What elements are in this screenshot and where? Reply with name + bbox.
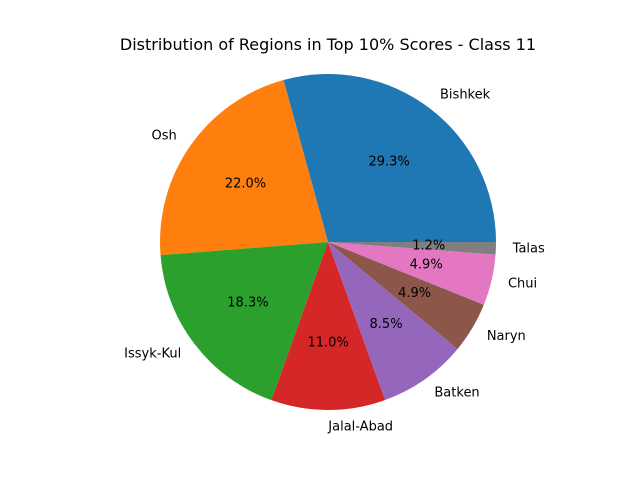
pie-slice-batken bbox=[328, 242, 458, 400]
percent-label-issyk-kul: 18.3% bbox=[227, 296, 268, 311]
percent-label-jalal-abad: 11.0% bbox=[308, 335, 349, 350]
percent-label-chui: 4.9% bbox=[410, 257, 443, 272]
slice-label-osh: Osh bbox=[151, 128, 176, 143]
pie-slices bbox=[160, 74, 496, 410]
percent-label-bishkek: 29.3% bbox=[368, 154, 409, 169]
pie-slice-chui bbox=[328, 242, 496, 305]
pie-slice-talas bbox=[328, 242, 496, 255]
slice-label-batken: Batken bbox=[434, 386, 479, 401]
percent-label-talas: 1.2% bbox=[412, 238, 445, 253]
percent-label-osh: 22.0% bbox=[225, 177, 266, 192]
percent-labels: 29.3% 22.0% 18.3% 11.0% 8.5% 4.9% 4.9% 1.2% bbox=[225, 154, 445, 350]
slice-label-naryn: Naryn bbox=[487, 329, 526, 344]
pie-slice-jalal-abad bbox=[271, 242, 386, 410]
pie-slice-bishkek bbox=[283, 74, 496, 242]
slice-label-talas: Talas bbox=[512, 241, 545, 256]
slice-labels: Bishkek Osh Issyk-Kul Jalal-Abad Batken Naryn… bbox=[124, 88, 545, 435]
slice-label-chui: Chui bbox=[508, 276, 537, 291]
percent-label-naryn: 4.9% bbox=[398, 286, 431, 301]
percent-label-batken: 8.5% bbox=[370, 317, 403, 332]
slice-label-issyk-kul: Issyk-Kul bbox=[124, 347, 181, 362]
pie-slice-issyk-kul bbox=[160, 242, 328, 401]
slice-label-jalal-abad: Jalal-Abad bbox=[327, 419, 393, 434]
slice-label-bishkek: Bishkek bbox=[440, 88, 491, 103]
pie-slice-naryn bbox=[328, 242, 484, 349]
pie-slice-osh bbox=[160, 80, 328, 256]
chart-title: Distribution of Regions in Top 10% Score… bbox=[120, 35, 536, 54]
